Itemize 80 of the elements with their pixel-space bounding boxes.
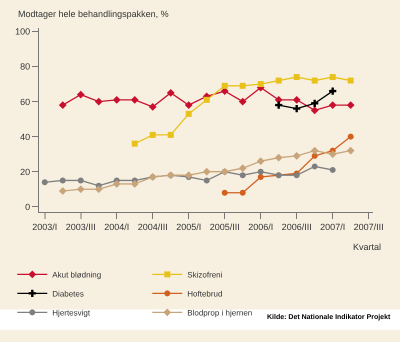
point xyxy=(330,166,336,173)
point xyxy=(346,146,355,155)
point xyxy=(58,187,67,195)
point xyxy=(329,87,336,95)
point xyxy=(204,96,210,103)
point xyxy=(76,185,85,194)
x-tick-label: 2004/I xyxy=(104,222,130,232)
point xyxy=(78,177,84,184)
point xyxy=(238,98,247,106)
point xyxy=(258,168,264,175)
point xyxy=(222,82,228,89)
point xyxy=(328,101,337,109)
point xyxy=(348,78,354,84)
legend-label: Skizofreni xyxy=(187,270,223,280)
point xyxy=(238,164,247,172)
y-axis-title: Modtager hele behandlingspakken, % xyxy=(18,9,169,19)
y-tick-label: 80 xyxy=(20,62,30,72)
x-tick-label: 2005/I xyxy=(176,222,202,232)
point xyxy=(76,90,85,98)
x-tick-label: 2004/III xyxy=(138,222,168,232)
point xyxy=(130,96,139,104)
point xyxy=(202,168,211,176)
point xyxy=(112,180,121,188)
point xyxy=(346,101,355,109)
point xyxy=(42,179,48,186)
legend-label: Diabetes xyxy=(52,289,84,298)
legend-label: Akut blødning xyxy=(52,270,102,280)
point xyxy=(168,132,174,138)
x-tick-label: 2006/I xyxy=(248,222,274,232)
y-tick-label: 40 xyxy=(20,132,30,142)
point xyxy=(330,74,336,80)
point xyxy=(204,177,210,184)
point xyxy=(275,102,282,109)
y-tick-label: 100 xyxy=(15,26,30,37)
point xyxy=(328,150,337,158)
y-tick-label: 60 xyxy=(20,96,30,107)
point xyxy=(240,82,246,89)
x-tick-label: 2006/III xyxy=(282,222,312,232)
point xyxy=(258,174,264,180)
point xyxy=(60,177,66,184)
point xyxy=(150,132,156,138)
point xyxy=(292,96,301,104)
point xyxy=(222,190,228,196)
x-tick-label: 2007/III xyxy=(354,222,384,232)
point xyxy=(184,101,193,109)
legend-label: Hjertesvigt xyxy=(52,308,91,318)
point xyxy=(348,134,354,140)
point xyxy=(240,172,246,178)
x-tick-label: 2007/I xyxy=(320,222,346,232)
point xyxy=(311,100,318,107)
point xyxy=(94,98,103,106)
point xyxy=(294,74,300,80)
point xyxy=(293,105,300,112)
point xyxy=(276,78,282,84)
point xyxy=(112,96,121,104)
point xyxy=(312,163,318,170)
point xyxy=(166,88,175,97)
point xyxy=(58,101,67,109)
y-tick-label: 20 xyxy=(20,166,30,177)
point xyxy=(130,180,139,188)
point xyxy=(186,110,192,117)
x-tick-label: 2003/I xyxy=(32,222,58,232)
point xyxy=(292,152,301,160)
point xyxy=(240,190,246,196)
y-tick-label: 0 xyxy=(25,202,30,212)
point xyxy=(310,106,319,114)
point xyxy=(312,78,318,84)
point xyxy=(94,185,103,194)
point xyxy=(132,140,138,147)
x-tick-label: 2003/III xyxy=(66,222,96,232)
point xyxy=(184,171,193,180)
point xyxy=(256,157,265,166)
point xyxy=(310,146,319,155)
point xyxy=(148,102,157,111)
legend-label: Blodprop i hjernen xyxy=(187,308,252,318)
x-tick-label: 2005/III xyxy=(210,222,240,232)
legend-label: Hoftebrud xyxy=(187,289,222,298)
x-axis-title: Kvartal xyxy=(353,242,382,252)
point xyxy=(258,81,264,88)
point xyxy=(274,154,283,162)
